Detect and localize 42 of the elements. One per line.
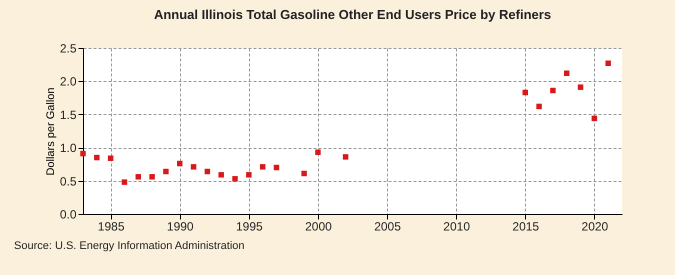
y-tick-label: 0.0 (60, 208, 77, 222)
point (301, 170, 307, 176)
x-tick-label: 2005 (374, 220, 402, 234)
point (80, 150, 86, 156)
point (163, 168, 169, 174)
x-tick-label: 2010 (443, 220, 470, 234)
point (522, 90, 528, 96)
x-tick-label: 1990 (166, 220, 194, 234)
source-note: Source: U.S. Energy Information Administration (14, 240, 244, 252)
point (315, 150, 321, 155)
point (122, 179, 128, 185)
point (274, 164, 280, 170)
y-axis-title: Dollars per Gallon (44, 87, 57, 176)
point (108, 155, 114, 161)
point (232, 176, 238, 182)
point (246, 172, 252, 178)
point (177, 160, 182, 166)
y-tick-label: 1.5 (60, 108, 77, 122)
point (260, 164, 266, 170)
point (342, 154, 348, 160)
y-tick-label: 2.0 (60, 74, 77, 89)
point (94, 154, 100, 160)
point (578, 84, 584, 90)
point (605, 60, 611, 66)
y-tick-label: 2.5 (60, 42, 77, 56)
point (550, 88, 556, 94)
point (204, 168, 210, 174)
point (136, 174, 142, 180)
point (536, 104, 542, 110)
x-tick-label: 2000 (305, 220, 332, 234)
y-tick-label: 1.0 (60, 141, 77, 156)
x-tick-label: 1985 (98, 220, 125, 234)
chart-title: Annual Illinois Total Gasoline Other End Users Price by Refiners (154, 7, 552, 22)
x-tick-label: 1995 (236, 220, 264, 234)
x-tick-label: 2015 (512, 220, 540, 234)
x-tick-label: 2020 (582, 220, 609, 234)
point (190, 164, 196, 170)
point (592, 116, 598, 122)
y-tick-label: 0.5 (60, 174, 77, 188)
point (218, 172, 224, 178)
point (564, 70, 570, 76)
point (149, 174, 155, 180)
